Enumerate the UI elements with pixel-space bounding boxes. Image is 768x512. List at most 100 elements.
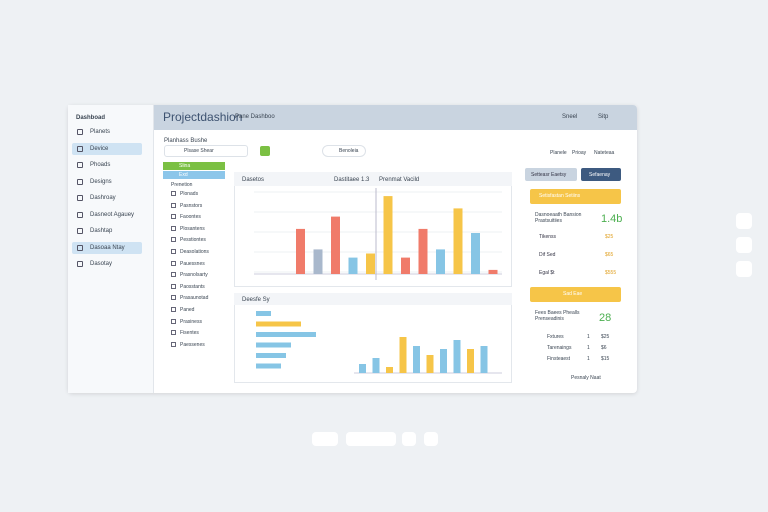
chart-title: Dasetos [242,177,264,183]
bar [401,257,410,274]
list-tab-label[interactable]: Exd [179,172,188,178]
nav-label[interactable]: Dasneot Agauey [90,211,135,218]
nav-label[interactable]: Dashtap [90,228,113,234]
list-icon [171,318,176,324]
list-item[interactable]: Prasnolsarty [180,272,208,279]
bar [440,349,447,373]
list-item[interactable]: Pesstiontes [180,237,206,244]
app-title: Projectdashion [163,110,243,124]
bar [488,269,498,274]
action-button[interactable] [581,168,621,181]
summary-panel: Setteasr Eaetsy Sefaenay Setisfastan Setii… [525,166,625,386]
bar [436,249,445,274]
toolbar-link[interactable]: Planele [550,150,567,156]
user-menu[interactable]: Sneel [562,114,578,120]
summary-cell: Tikenss [539,234,557,240]
action-button[interactable] [525,168,577,181]
list-icon [171,307,176,312]
list-item[interactable]: Deasolations [180,249,209,255]
list-item[interactable]: Prasiness [180,318,202,325]
toolbar-button[interactable] [402,432,416,446]
tool-button[interactable] [736,213,752,229]
hbar [256,311,271,316]
list-tab[interactable] [163,162,225,170]
toolbar-button[interactable] [424,432,438,446]
edit-button[interactable] [260,146,270,156]
list-tab[interactable] [163,171,225,179]
header-bar [154,105,637,130]
nav-icon [77,261,83,267]
list-item[interactable]: Plonads [180,191,199,197]
list-item[interactable]: Faoontes [180,214,201,221]
nav-label[interactable]: Designs [90,178,112,185]
summary-cell: $25 [605,234,614,240]
nav-label[interactable]: Dasoaa Ntay [90,244,125,251]
summary-cell: Finsteaest [547,356,571,362]
list-icon [171,214,176,220]
help-link[interactable]: Sitp [598,114,609,120]
list-item[interactable]: Pauessnes [180,260,205,267]
tool-button[interactable] [736,261,752,277]
list-icon [171,237,176,243]
summary-cell: $25 [601,334,610,340]
bar [386,367,393,373]
search-box[interactable] [164,145,248,157]
nav-label[interactable]: Dashroay [90,195,116,201]
nav-item[interactable] [72,142,142,155]
nav-label[interactable]: Device [90,145,109,152]
list-icon [171,272,176,278]
list-tab-label[interactable]: Slina [179,163,191,169]
list-item[interactable]: Plosantens [180,225,205,232]
summary-footer: Pesnaly Naat [571,375,601,381]
nav-icon [77,129,83,135]
bar [413,346,420,373]
list-icon [171,202,176,208]
toolbar-link[interactable]: Nateteaa [594,150,615,156]
nav-item[interactable] [72,241,142,254]
chart-header [234,293,512,305]
summary-cell: 1 [587,356,590,362]
hbar [256,353,286,358]
chart-title: Deesfe Sy [242,297,270,303]
bar [366,253,375,274]
list-icon [171,295,176,301]
list: Slina Exd Prenetion Plonads Pasnstors Faoonte… [163,162,225,352]
list-item[interactable]: Paosstants [180,283,205,290]
user-chip-label[interactable]: Benoleia [339,148,359,154]
hbar [256,332,316,337]
summary-cell: 1 [587,345,590,351]
list-item[interactable]: Paessenes [180,341,205,348]
list-item[interactable]: Fisentes [180,330,199,337]
nav-label[interactable]: Planets [90,129,111,135]
list-icon [171,249,176,254]
side-tools [736,213,752,277]
list-heading: Prenetion [171,182,193,188]
list-icon [171,191,176,196]
nav-label[interactable]: Phoads [90,162,111,168]
hbar [256,321,301,327]
bar [383,196,393,274]
bar [426,355,434,373]
chart-bottom: Deesfe Sy [234,293,512,374]
nav-label[interactable]: Dasotay [90,261,113,267]
toolbar-button[interactable] [346,432,396,446]
search-placeholder[interactable]: Plsase Shear [184,148,214,154]
banner-label: Sad Eae [563,291,583,297]
list-item[interactable]: Paned [180,307,195,313]
bar [418,228,428,274]
banner [530,189,621,204]
tool-button[interactable] [736,237,752,253]
toolbar-link[interactable]: Prioay [572,150,587,156]
nav-icon [77,195,83,201]
user-chip[interactable] [322,145,366,157]
summary-cell: $15 [601,356,610,362]
list-icon [171,341,176,347]
nav-icon [77,178,83,185]
action-label[interactable]: Sefaenay [589,172,611,178]
list-item[interactable]: Prasaunotad [180,295,209,302]
nav-icon [77,162,83,168]
action-label[interactable]: Setteasr Eaetsy [531,172,567,178]
toolbar-button[interactable] [312,432,338,446]
list-item[interactable]: Pasnstors [180,202,203,209]
